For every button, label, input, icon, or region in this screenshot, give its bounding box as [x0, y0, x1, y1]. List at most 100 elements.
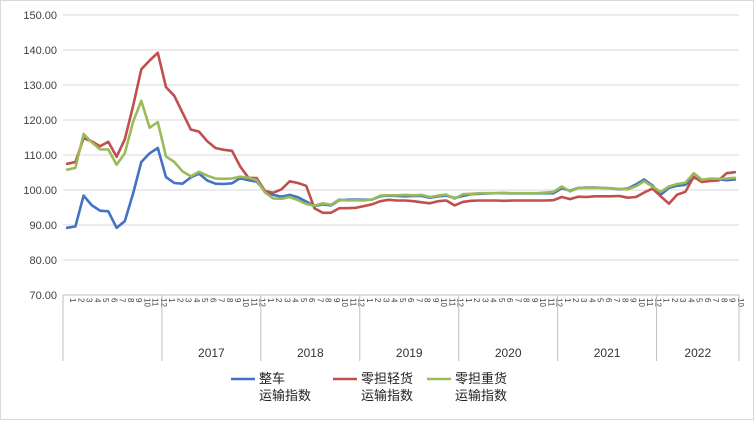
- x-month-label: 3: [480, 298, 489, 303]
- x-month-label: 11: [546, 298, 555, 307]
- x-month-label: 4: [390, 298, 399, 303]
- x-month-label: 6: [307, 298, 316, 303]
- x-month-label: 5: [497, 298, 506, 303]
- x-month-label: 5: [299, 298, 308, 303]
- x-month-label: 6: [703, 298, 712, 303]
- x-month-label: 7: [513, 298, 522, 303]
- x-month-label: 2: [571, 298, 580, 303]
- x-axis: 1 2 3 4 5 6 7 8 9 10 11 12 1 2 3 4 5 6 7 8 9 10 11 12 1 2 3 4 5 6 7 8 9 1…: [62, 294, 745, 361]
- x-month-label: 6: [109, 298, 118, 303]
- x-month-label: 7: [315, 298, 324, 303]
- x-month-label: 2: [373, 298, 382, 303]
- x-month-label: 2: [274, 298, 283, 303]
- x-month-label: 12: [258, 298, 267, 307]
- x-month-label: 3: [85, 298, 94, 303]
- x-month-label: 4: [686, 298, 695, 303]
- x-month-label: 9: [530, 298, 539, 303]
- x-month-label: 9: [431, 298, 440, 303]
- y-tick-label: 80.00: [29, 255, 57, 267]
- x-month-label: 3: [381, 298, 390, 303]
- x-month-label: 7: [217, 298, 226, 303]
- x-month-label: 9: [332, 298, 341, 303]
- x-month-label: 8: [620, 298, 629, 303]
- x-month-label: 12: [357, 298, 366, 307]
- y-axis: 70.00 80.00 90.00 100.00 110.00 120.00 130.00 1…: [23, 10, 57, 302]
- x-month-label: 4: [489, 298, 498, 303]
- x-month-label: 1: [563, 298, 572, 303]
- y-tick-label: 140.00: [23, 45, 57, 57]
- x-month-label: 10: [538, 298, 547, 307]
- year-label: 2017: [198, 346, 225, 360]
- x-month-label: 8: [719, 298, 728, 303]
- x-month-label: 1: [464, 298, 473, 303]
- x-month-label: 9: [629, 298, 638, 303]
- x-month-label: 8: [126, 298, 135, 303]
- year-label: 2019: [396, 346, 423, 360]
- x-month-label: 6: [208, 298, 217, 303]
- x-month-label: 10: [736, 298, 745, 307]
- series-line: [65, 51, 737, 215]
- x-month-label: 11: [645, 298, 654, 307]
- x-month-label: 2: [670, 298, 679, 303]
- gridlines: [63, 14, 739, 296]
- y-tick-label: 150.00: [23, 10, 57, 22]
- x-month-label: 6: [604, 298, 613, 303]
- x-month-label: 7: [118, 298, 127, 303]
- x-month-label: 2: [76, 298, 85, 303]
- y-tick-label: 120.00: [23, 115, 57, 127]
- x-month-label: 10: [637, 298, 646, 307]
- x-month-label: 9: [728, 298, 737, 303]
- x-month-label: 10: [340, 298, 349, 307]
- x-month-label: 6: [505, 298, 514, 303]
- series-line: [65, 99, 737, 208]
- legend-label: 零担轻货运输指数: [361, 371, 413, 403]
- x-month-label: 8: [225, 298, 234, 303]
- y-tick-label: 70.00: [29, 290, 57, 302]
- x-month-label: 6: [406, 298, 415, 303]
- x-month-label: 7: [414, 298, 423, 303]
- x-month-label: 8: [423, 298, 432, 303]
- x-month-label: 11: [249, 298, 258, 307]
- x-month-label: 12: [653, 298, 662, 307]
- x-month-label: 2: [175, 298, 184, 303]
- year-label: 2018: [297, 346, 324, 360]
- x-month-label: 4: [192, 298, 201, 303]
- x-month-label: 11: [151, 298, 160, 307]
- x-month-label: 9: [134, 298, 143, 303]
- x-month-label: 3: [282, 298, 291, 303]
- x-month-label: 4: [291, 298, 300, 303]
- x-month-label: 7: [711, 298, 720, 303]
- legend-label: 整车运输指数: [259, 371, 311, 403]
- x-month-label: 10: [439, 298, 448, 307]
- y-tick-label: 90.00: [29, 220, 57, 232]
- x-month-label: 11: [447, 298, 456, 307]
- x-month-label: 3: [579, 298, 588, 303]
- x-month-label: 2: [472, 298, 481, 303]
- x-month-label: 12: [555, 298, 564, 307]
- y-tick-label: 110.00: [24, 150, 57, 162]
- x-month-label: 4: [93, 298, 102, 303]
- x-month-label: 9: [233, 298, 242, 303]
- y-tick-label: 130.00: [23, 80, 57, 92]
- x-month-label: 1: [365, 298, 374, 303]
- x-month-label: 8: [324, 298, 333, 303]
- x-month-label: 1: [68, 298, 77, 303]
- x-month-label: 1: [266, 298, 275, 303]
- x-month-label: 1: [662, 298, 671, 303]
- year-label: 2020: [495, 346, 522, 360]
- x-month-label: 7: [612, 298, 621, 303]
- x-month-label: 11: [348, 298, 357, 307]
- series-lines: [65, 51, 737, 230]
- x-month-label: 3: [678, 298, 687, 303]
- x-month-label: 5: [398, 298, 407, 303]
- x-month-label: 12: [456, 298, 465, 307]
- x-month-label: 12: [159, 298, 168, 307]
- x-month-label: 5: [200, 298, 209, 303]
- y-tick-label: 100.00: [23, 185, 57, 197]
- x-month-label: 10: [142, 298, 151, 307]
- year-label: 2021: [594, 346, 621, 360]
- x-month-label: 8: [522, 298, 531, 303]
- year-label: 2022: [684, 346, 711, 360]
